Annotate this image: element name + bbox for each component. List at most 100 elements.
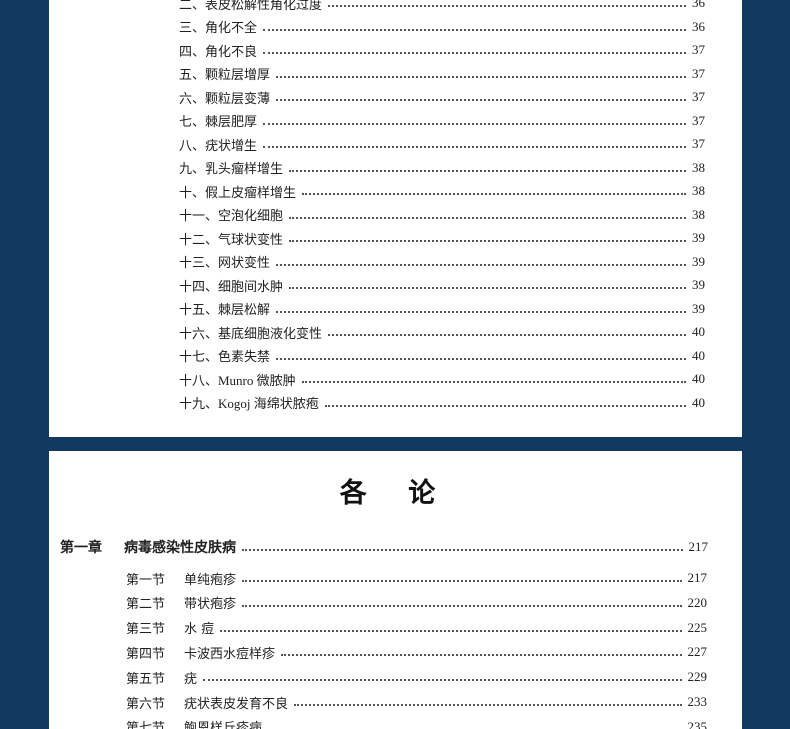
page-number: 39 — [692, 230, 705, 245]
leader — [263, 28, 686, 31]
section-label: 第六节 — [126, 696, 166, 712]
page-number: 40 — [692, 371, 705, 386]
section-label: 第七节 — [126, 721, 166, 729]
page-number: 233 — [687, 694, 708, 709]
section-title: 带状疱疹 — [184, 597, 237, 613]
lower-toc: 各 论 第一章 病毒感染性皮肤病 217 第一节 单纯疱疹 217 第二节 带状疱疹 220 第三… — [49, 451, 742, 729]
leader — [276, 310, 686, 313]
leader — [203, 679, 682, 682]
page-number: 38 — [692, 159, 705, 175]
section-title: 水 痘 — [184, 622, 215, 638]
leader — [281, 654, 682, 657]
toc-label: 七、棘层肥厚 — [179, 114, 258, 129]
leader — [276, 357, 686, 360]
toc-row: 五、颗粒层增厚 37 — [179, 64, 705, 84]
toc-label: 十五、棘层松解 — [179, 302, 271, 317]
page-number: 38 — [692, 183, 705, 198]
page-number: 235 — [687, 718, 708, 729]
toc-label: 五、颗粒层增厚 — [179, 67, 271, 82]
toc-row: 十八、Munro 微脓肿 40 — [179, 369, 705, 389]
section-title: 鲍恩样丘疹病 — [184, 721, 263, 729]
toc-label: 九、乳头瘤样增生 — [179, 161, 284, 176]
toc-label: 十八、Munro 微脓肿 — [179, 372, 296, 388]
toc-label: 八、疣状增生 — [179, 137, 258, 153]
page-number: 229 — [687, 669, 708, 685]
page-number: 40 — [692, 394, 705, 410]
page-number: 39 — [692, 253, 705, 269]
leader — [302, 193, 686, 195]
toc-row: 二、表皮松解性角化过度 36 — [179, 0, 705, 13]
section-row: 第四节 卡波西水痘样疹 227 — [126, 642, 707, 662]
toc-row: 十、假上皮瘤样增生 38 — [179, 181, 705, 201]
toc-label: 十一、空泡化细胞 — [179, 208, 284, 223]
leader — [289, 240, 686, 242]
toc-row: 十三、网状变性 39 — [179, 252, 705, 272]
section-row: 第七节 鲍恩样丘疹病 235 — [126, 717, 707, 729]
section-row: 第二节 带状疱疹 220 — [126, 593, 707, 613]
leader — [328, 334, 686, 336]
toc-label: 三、角化不全 — [179, 20, 258, 35]
toc-row: 十九、Kogoj 海绵状脓疱 40 — [179, 393, 705, 413]
section-label: 第五节 — [126, 671, 166, 687]
page-number: 37 — [692, 136, 705, 151]
page-number: 39 — [692, 300, 705, 316]
leader — [328, 5, 686, 7]
toc-row: 八、疣状增生 37 — [179, 134, 705, 154]
section-row: 第三节 水 痘 225 — [126, 618, 707, 638]
page-number: 37 — [692, 112, 705, 128]
leader — [263, 122, 686, 125]
page-number: 38 — [692, 206, 705, 222]
leader — [263, 52, 686, 54]
page-number: 37 — [692, 65, 705, 81]
leader — [289, 287, 686, 289]
chapter-title: 病毒感染性皮肤病 — [124, 540, 236, 556]
page-number: 220 — [687, 594, 708, 610]
section-label: 第二节 — [126, 597, 166, 613]
leader — [220, 629, 682, 632]
page-number: 36 — [692, 18, 705, 34]
leader — [276, 263, 686, 266]
page-number: 39 — [692, 277, 705, 292]
toc-label: 六、颗粒层变薄 — [179, 90, 271, 106]
section-title: 疣 — [184, 671, 198, 687]
toc-row: 三、角化不全 36 — [179, 17, 705, 37]
chapter-label: 第一章 — [60, 540, 102, 556]
leader — [294, 704, 682, 706]
leader — [276, 99, 686, 101]
toc-row: 六、颗粒层变薄 37 — [179, 87, 705, 107]
section-title: 单纯疱疹 — [184, 572, 237, 588]
page-number: 217 — [688, 539, 709, 554]
toc-label: 四、角化不良 — [179, 43, 258, 59]
section-label: 第一节 — [126, 572, 166, 588]
toc-label: 二、表皮松解性角化过度 — [179, 0, 323, 12]
section-row: 第一节 单纯疱疹 217 — [126, 568, 707, 588]
toc-row: 十五、棘层松解 39 — [179, 299, 705, 319]
chapter-row: 第一章 病毒感染性皮肤病 217 — [60, 537, 708, 557]
page-number: 40 — [692, 324, 705, 339]
toc-row: 十七、色素失禁 40 — [179, 346, 705, 366]
leader — [289, 216, 686, 219]
toc-row: 七、棘层肥厚 37 — [179, 111, 705, 131]
toc-label: 十三、网状变性 — [179, 255, 271, 270]
toc-row: 十六、基底细胞液化变性 40 — [179, 322, 705, 342]
toc-row: 四、角化不良 37 — [179, 40, 705, 60]
section-label: 第四节 — [126, 646, 166, 662]
section-title: 卡波西水痘样疹 — [184, 646, 276, 662]
toc-row: 十一、空泡化细胞 38 — [179, 205, 705, 225]
section-row: 第五节 疣 229 — [126, 667, 707, 687]
leader — [263, 146, 686, 148]
leader — [324, 404, 686, 407]
leader — [301, 381, 686, 383]
leader — [242, 604, 682, 607]
upper-toc: 二、表皮松解性角化过度 36 三、角化不全 36 四、角化不良 37 五、颗粒层增厚 37 六、… — [49, 0, 742, 437]
leader — [276, 75, 686, 78]
toc-row: 九、乳头瘤样增生 38 — [179, 158, 705, 178]
page-number: 37 — [692, 42, 705, 57]
toc-label: 十七、色素失禁 — [179, 349, 271, 364]
page-number: 36 — [692, 0, 705, 10]
toc-label: 十六、基底细胞液化变性 — [179, 325, 323, 341]
section-label: 第三节 — [126, 622, 166, 638]
page-number: 227 — [687, 644, 708, 660]
page-number: 40 — [692, 347, 705, 363]
